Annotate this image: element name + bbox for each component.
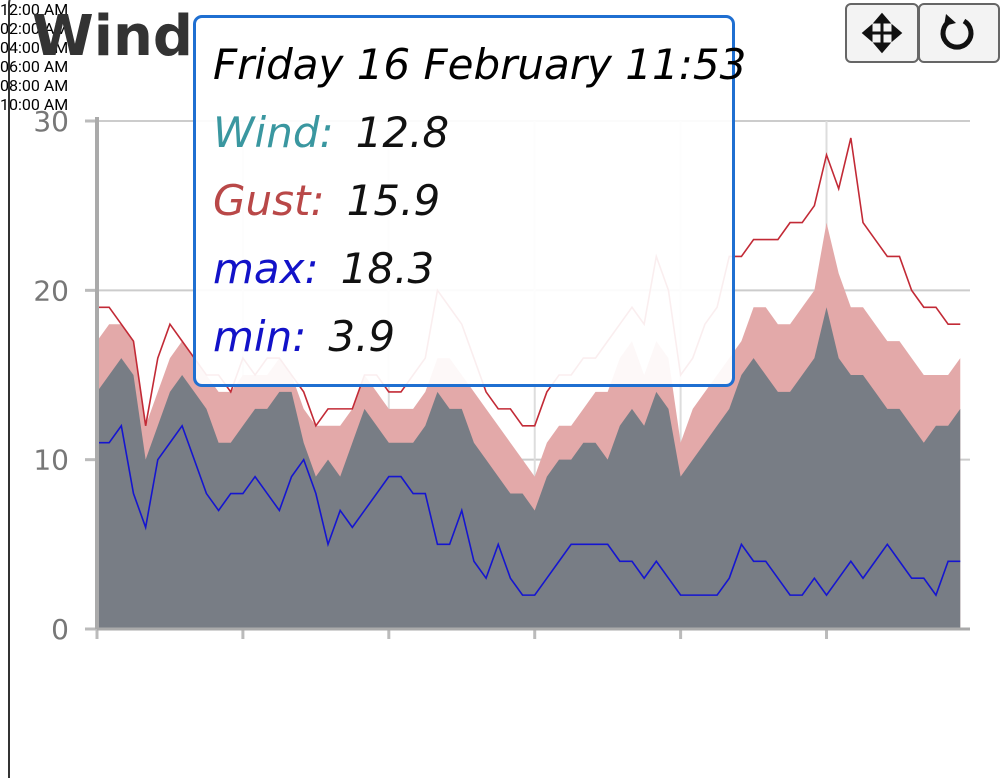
x-tick-label: 02:00 AM (0, 19, 69, 38)
y-tick-label: 30 (33, 105, 69, 138)
tooltip-value: 18.3 (340, 244, 435, 293)
tooltip-label: Wind: (213, 108, 334, 157)
tooltip-label: max: (213, 244, 319, 293)
tooltip: Friday 16 February 11:53 Wind: 12.8 Gust: 1… (193, 15, 746, 387)
y-tick-label: 20 (33, 274, 69, 307)
x-tick-label: 12:00 AM (0, 0, 69, 19)
pan-icon (861, 12, 903, 54)
tooltip-value: 15.9 (346, 176, 441, 225)
pan-button[interactable] (845, 3, 919, 63)
x-tick-label: 06:00 AM (0, 57, 69, 76)
tooltip-row: min: 3.9 (213, 312, 395, 361)
tooltip-label: Gust: (213, 176, 325, 225)
y-tick-label: 10 (33, 444, 69, 477)
card (8, 0, 1006, 778)
reset-button[interactable] (918, 3, 1000, 63)
tooltip-row: Wind: 12.8 (213, 108, 449, 157)
reset-icon (940, 14, 974, 50)
y-tick-label: 0 (51, 613, 69, 646)
tooltip-label: min: (213, 312, 307, 361)
tooltip-title: Friday 16 February 11:53 (213, 40, 747, 89)
line (97, 423, 961, 597)
x-tick-label: 08:00 AM (0, 76, 69, 95)
tooltip-row: Gust: 15.9 (213, 176, 440, 225)
tooltip-value: 3.9 (328, 312, 396, 361)
x-tick-label: 04:00 AM (0, 38, 69, 57)
tooltip-value: 12.8 (355, 108, 450, 157)
x-tick-label: 10:00 AM (0, 95, 69, 114)
title: Wind (32, 4, 193, 69)
tooltip-row: max: 18.3 (213, 244, 434, 293)
